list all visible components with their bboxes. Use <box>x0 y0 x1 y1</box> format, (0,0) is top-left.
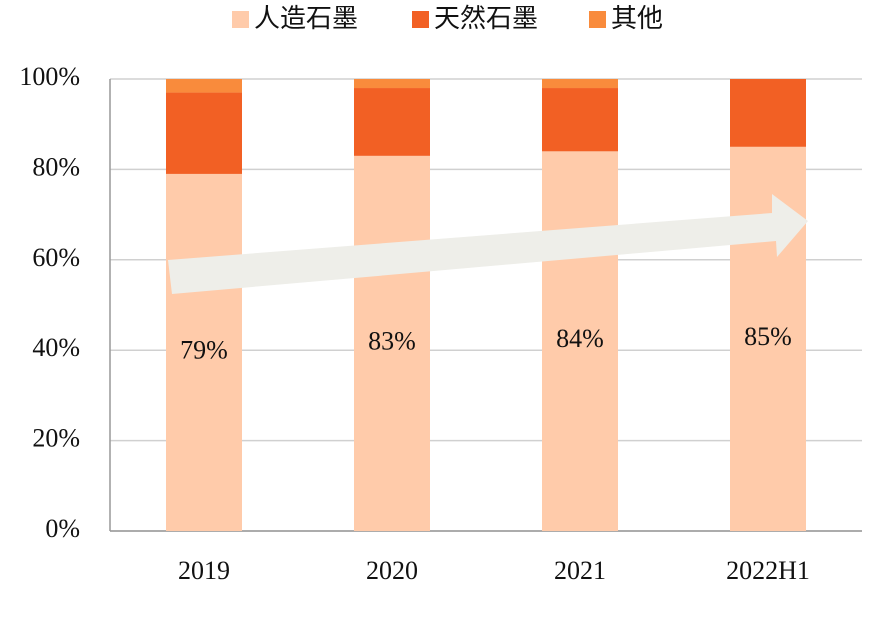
bar-segment <box>730 79 806 147</box>
trend-arrow <box>168 194 808 294</box>
y-tick-label: 0% <box>45 514 80 543</box>
y-tick-label: 40% <box>32 333 80 362</box>
x-tick-label: 2020 <box>366 556 418 585</box>
bar-segment <box>542 151 618 531</box>
y-tick-label: 100% <box>19 62 80 91</box>
bar-segment <box>166 92 242 174</box>
bar-segment <box>354 88 430 156</box>
bar-segment <box>354 155 430 531</box>
legend-label: 天然石墨 <box>434 4 538 33</box>
legend-label: 人造石墨 <box>254 4 358 33</box>
legend-swatch <box>232 11 249 28</box>
bar-segment <box>166 79 242 93</box>
x-tick-label: 2022H1 <box>726 556 810 585</box>
bar-segment <box>542 88 618 152</box>
data-label: 85% <box>744 322 792 351</box>
legend-label: 其他 <box>611 4 663 33</box>
bar-segment <box>354 79 430 89</box>
bar-segment <box>166 173 242 532</box>
y-tick-label: 20% <box>32 424 80 453</box>
x-tick-label: 2021 <box>554 556 606 585</box>
legend-swatch <box>589 11 606 28</box>
bar-segment <box>542 79 618 89</box>
labels: 0% 20% 40% 60% 80% 100% 2019 79% 2020 83% 2021 84% 2… <box>19 4 810 585</box>
data-label: 83% <box>368 326 416 355</box>
y-tick-label: 80% <box>32 152 80 181</box>
data-label: 79% <box>180 335 228 364</box>
x-tick-label: 2019 <box>178 556 230 585</box>
bars <box>166 79 806 532</box>
data-label: 84% <box>556 324 604 353</box>
y-tick-label: 60% <box>32 243 80 272</box>
legend-swatch <box>412 11 429 28</box>
